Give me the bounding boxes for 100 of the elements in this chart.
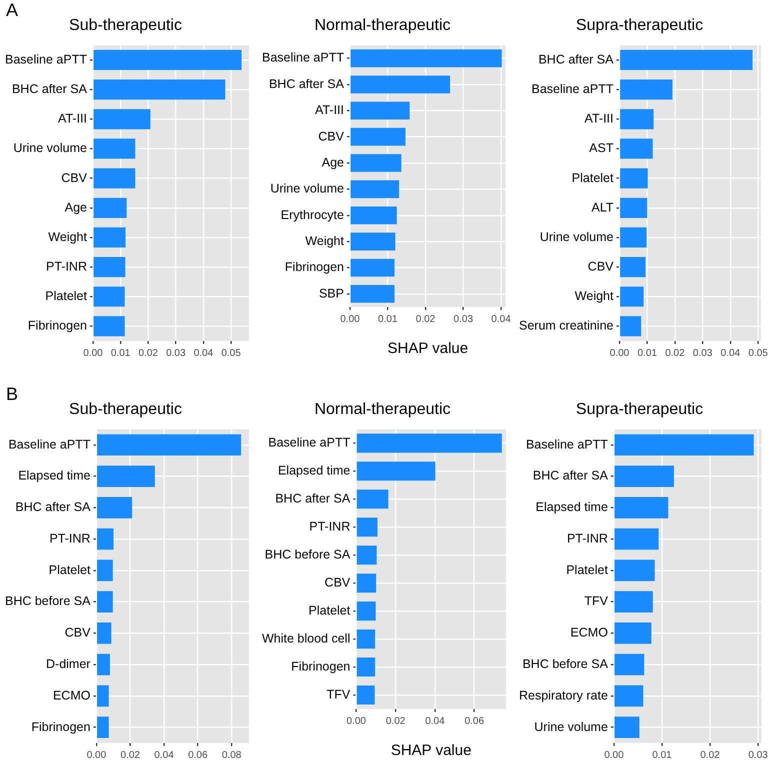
y-tick-label: Platelet	[45, 289, 88, 304]
bar	[350, 258, 395, 277]
x-tick-label: 0.04	[720, 348, 741, 359]
bar	[620, 256, 646, 278]
bar	[97, 716, 109, 738]
bar	[620, 80, 672, 100]
x-tick-label: 0.02	[416, 314, 436, 325]
y-tick-label: Platelet	[48, 562, 91, 577]
bar	[94, 316, 125, 336]
y-tick-label: AT-III	[315, 103, 344, 118]
y-tick-label: ECMO	[52, 688, 91, 702]
x-tick-label: 0.03	[692, 348, 713, 359]
x-tick-label: 0.01	[378, 314, 398, 325]
y-tick-label: BHC after SA	[268, 76, 345, 91]
x-tick-label: 0.06	[464, 716, 484, 727]
bar	[94, 138, 136, 159]
bar	[620, 138, 653, 159]
bar	[620, 198, 648, 218]
bar	[356, 685, 375, 705]
y-tick-label: TFV	[584, 594, 609, 608]
bar	[350, 154, 402, 172]
y-tick-label: CBV	[61, 170, 88, 185]
bar	[614, 591, 653, 612]
y-tick-label: Fibrinogen	[291, 659, 350, 674]
chart-title: Supra-therapeutic	[576, 401, 704, 418]
x-tick-label: 0.03	[166, 348, 186, 359]
bar	[97, 591, 113, 612]
y-tick-label: Baseline aPTT	[268, 436, 351, 450]
y-tick-label: Fibrinogen	[284, 260, 344, 274]
y-tick-label: Serum creatinine	[518, 318, 614, 333]
x-axis-title: SHAP value	[387, 340, 468, 358]
y-tick-label: Urine volume	[534, 720, 608, 734]
y-tick-label: Baseline aPTT	[8, 437, 91, 452]
y-tick-label: D-dimer	[46, 657, 90, 672]
y-tick-label: PT-INR	[46, 260, 87, 274]
y-tick-label: TFV	[326, 687, 351, 702]
bar	[614, 466, 674, 487]
y-tick-label: PT-INR	[566, 531, 608, 546]
bar	[614, 496, 668, 518]
x-tick-label: 0.00	[346, 716, 366, 727]
y-tick-label: Elapsed time	[18, 468, 90, 483]
bar	[350, 206, 397, 224]
bar	[94, 168, 136, 188]
bar	[356, 434, 502, 453]
bar	[620, 50, 753, 70]
x-tick-label: 0.04	[194, 348, 214, 359]
bar	[350, 49, 502, 68]
bar	[356, 630, 376, 649]
y-tick-label: CBV	[318, 129, 345, 144]
bar	[350, 76, 450, 94]
y-tick-label: Urine volume	[540, 230, 614, 244]
y-tick-label: BHC after SA	[275, 492, 351, 506]
y-tick-label: BHC after SA	[538, 52, 614, 66]
y-tick-label: Age	[322, 155, 344, 170]
bar	[356, 658, 376, 677]
x-tick-label: 0.00	[340, 314, 360, 325]
y-tick-label: BHC before SA	[264, 548, 351, 562]
bar	[97, 654, 110, 676]
y-tick-label: BHC before SA	[4, 594, 92, 608]
bar	[97, 434, 242, 456]
bar	[97, 466, 155, 487]
y-tick-label: Weight	[48, 230, 88, 244]
x-tick-label: 0.02	[386, 716, 406, 727]
y-tick-label: CBV	[324, 576, 351, 590]
y-tick-label: PT-INR	[49, 531, 90, 546]
y-tick-label: Weight	[574, 289, 614, 304]
bar	[350, 285, 395, 303]
x-tick-label: 0.08	[222, 750, 242, 761]
y-tick-label: Platelet	[566, 562, 608, 577]
bar	[97, 560, 113, 582]
x-tick-label: 0.01	[110, 348, 131, 359]
y-tick-label: ECMO	[570, 626, 608, 640]
x-tick-label: 0.04	[154, 750, 174, 761]
bar	[620, 227, 647, 248]
bar	[356, 574, 376, 593]
x-tick-label: 0.05	[748, 348, 768, 359]
bar	[620, 168, 648, 188]
x-tick-label: 0.05	[221, 348, 242, 359]
y-tick-label: CBV	[588, 260, 614, 274]
y-tick-label: BHC before SA	[522, 657, 609, 672]
x-tick-label: 0.04	[491, 314, 512, 325]
y-tick-label: Platelet	[572, 170, 614, 185]
bar	[350, 128, 406, 146]
bar	[97, 496, 132, 518]
y-tick-label: Baseline aPTT	[532, 82, 614, 96]
y-tick-label: Fibrinogen	[31, 720, 90, 734]
y-tick-label: AT-III	[584, 112, 614, 126]
y-tick-label: Baseline aPTT	[5, 52, 88, 66]
y-tick-label: Baseline aPTT	[262, 50, 344, 65]
y-tick-label: AST	[589, 141, 614, 156]
bar	[620, 109, 654, 130]
chart-title: Sub-therapeutic	[69, 17, 182, 34]
x-tick-label: 0.00	[86, 750, 107, 761]
chart-title: Normal-therapeutic	[314, 17, 451, 34]
bar	[356, 490, 388, 509]
text: A	[6, 0, 18, 21]
x-tick-label: 0.04	[425, 716, 446, 727]
y-tick-label: AT-III	[58, 112, 87, 126]
bar	[350, 102, 410, 120]
bar	[614, 716, 640, 738]
